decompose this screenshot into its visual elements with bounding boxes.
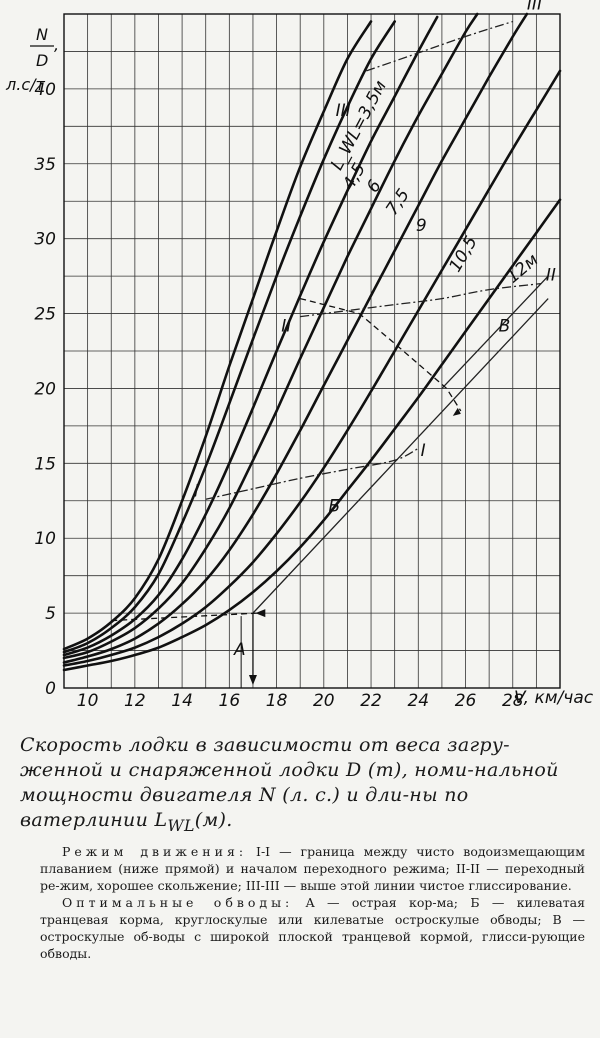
x-axis-label: V, км/час [514, 688, 594, 708]
x-tick-label: 24 [407, 691, 429, 711]
y-label-n: N [36, 25, 48, 44]
x-tick-label: 28 [502, 691, 524, 711]
y-axis-label: N D , л.с/т [5, 25, 59, 94]
series-group [62, 12, 562, 672]
speed-power-chart: 10 12 14 16 18 20 22 24 26 28 0 5 10 15 20 25 30 35 40 L_W… [5, 0, 594, 711]
arrow-head [255, 609, 266, 618]
figure-notes: Режим движения: I-I — граница между чист… [40, 843, 585, 962]
arrow-head [248, 675, 257, 686]
plot-frame [63, 13, 561, 689]
y-tick-label: 25 [34, 305, 56, 325]
overlay-lines [111, 20, 549, 688]
series-line [62, 198, 562, 672]
caption-main: Скорость лодки в зависимости от веса заг… [20, 734, 559, 831]
y-label-comma: , [54, 35, 59, 54]
y-tick-label: 0 [45, 679, 56, 699]
example-dashed-line [111, 612, 258, 622]
annotation-label: I [421, 441, 426, 461]
arrow-head [452, 407, 461, 416]
hull-line [252, 298, 549, 614]
y-tick-label: 10 [34, 529, 56, 549]
series-label: 7,5 [382, 185, 414, 219]
x-tick-label: 12 [124, 691, 146, 711]
x-tick-label: 18 [266, 691, 288, 711]
series-label: 10,5 [445, 233, 481, 276]
x-tick-label: 10 [77, 691, 99, 711]
notes-regime: Режим движения: I-I — граница между чист… [40, 843, 585, 894]
x-tick-label: 14 [171, 691, 193, 711]
y-tick-label: 20 [34, 379, 56, 399]
caption-end: (м). [194, 809, 233, 831]
y-label-units: л.с/т [5, 75, 46, 94]
series-label: L_WL=3,5м [327, 77, 391, 173]
series-line [62, 12, 479, 660]
series-line [62, 69, 562, 667]
x-tick-label: 20 [313, 691, 335, 711]
caption-subscript: WL [167, 815, 195, 835]
grid [63, 13, 561, 689]
boundary-line [366, 20, 513, 72]
annotation-label: II [546, 266, 556, 286]
annotation-label: A [233, 640, 246, 660]
tick-labels: 10 12 14 16 18 20 22 24 26 28 0 5 10 15 20 25 30 35 40 [34, 80, 523, 711]
notes-hulls: Оптимальные обводы: A — острая кор-ма; Б… [40, 894, 585, 962]
notes-hulls-title: Оптимальные обводы: [62, 895, 294, 910]
annotation-label: Б [329, 496, 341, 516]
series-label: 6 [363, 176, 386, 196]
figure-caption: Скорость лодки в зависимости от веса заг… [20, 733, 585, 838]
notes-hulls-text: A — острая кор-ма; Б — килеватая транцев… [40, 895, 585, 961]
y-tick-label: 15 [34, 454, 56, 474]
annotation-label: I [194, 481, 199, 501]
x-tick-label: 22 [360, 691, 382, 711]
series-label: 9 [416, 216, 427, 236]
boundary-line [300, 282, 542, 318]
series-line [62, 12, 529, 664]
annotation-label: III [527, 0, 542, 15]
annotation-label: В [499, 317, 511, 337]
y-tick-label: 5 [45, 604, 56, 624]
notes-regime-text: I-I — граница между чисто водоизмещающим… [40, 844, 585, 893]
notes-regime-title: Режим движения: [62, 844, 248, 859]
y-tick-label: 40 [34, 80, 56, 100]
y-tick-label: 35 [34, 155, 56, 175]
x-tick-label: 16 [219, 691, 241, 711]
annotation-label: III [336, 101, 351, 121]
annotation-label: II [281, 317, 291, 337]
series-line [62, 15, 439, 657]
hull-line [441, 275, 549, 389]
series-line [62, 20, 373, 651]
y-tick-label: 30 [34, 230, 56, 250]
series-line [62, 20, 396, 654]
x-tick-label: 26 [455, 691, 477, 711]
y-label-d: D [36, 51, 48, 70]
example-dashed-line [300, 297, 462, 412]
